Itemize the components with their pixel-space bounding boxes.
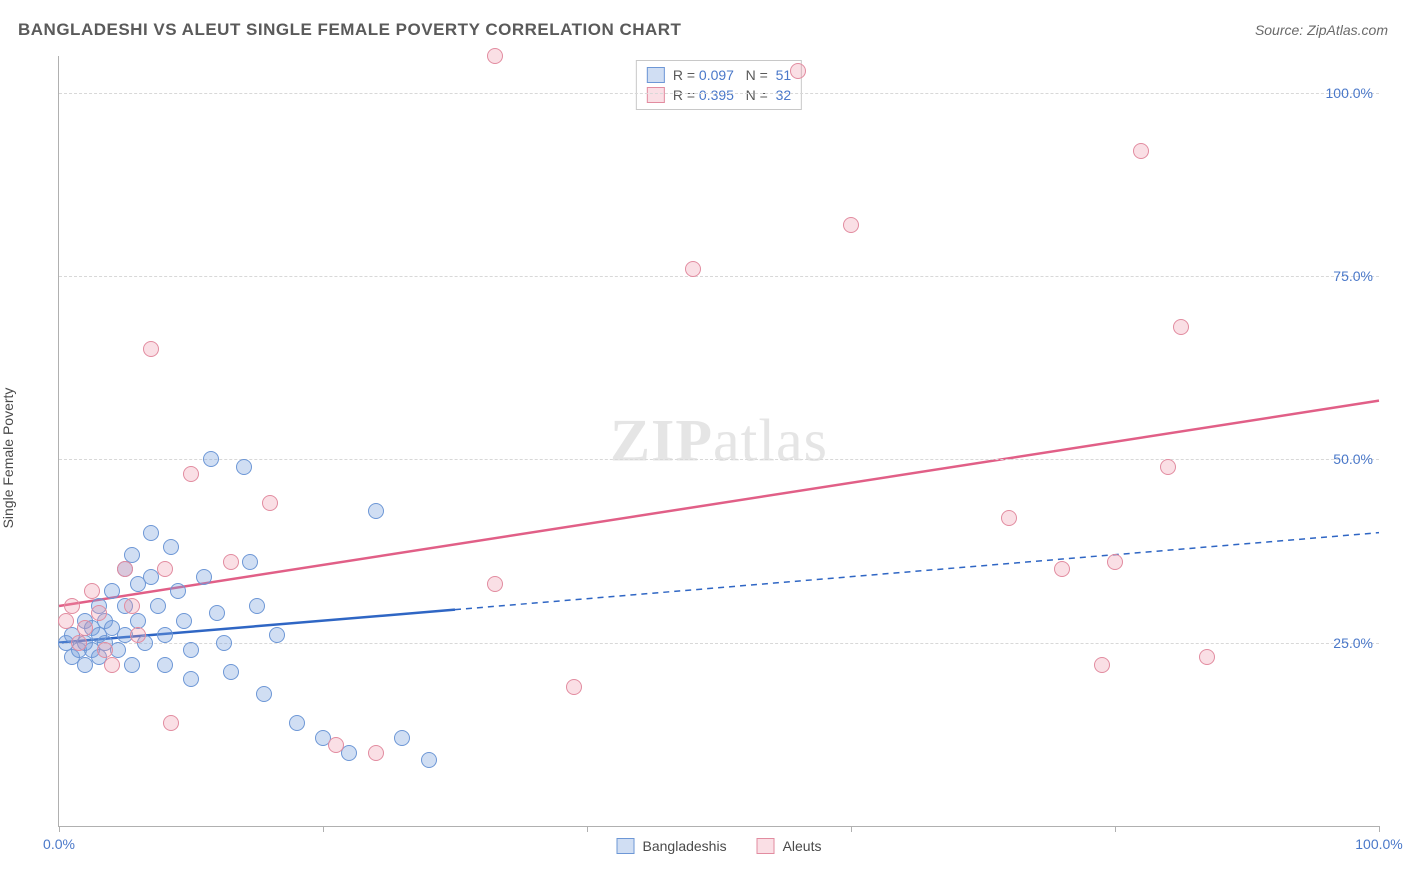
x-tick-label: 100.0% [1355, 836, 1402, 852]
scatter-point [143, 341, 159, 357]
scatter-point [183, 642, 199, 658]
legend-swatch [647, 87, 665, 103]
scatter-point [209, 605, 225, 621]
scatter-point [1160, 459, 1176, 475]
scatter-point [1001, 510, 1017, 526]
scatter-point [176, 613, 192, 629]
scatter-point [157, 657, 173, 673]
x-tick [59, 826, 60, 832]
scatter-point [143, 525, 159, 541]
scatter-point [685, 261, 701, 277]
scatter-point [289, 715, 305, 731]
scatter-point [843, 217, 859, 233]
scatter-point [71, 635, 87, 651]
scatter-point [1107, 554, 1123, 570]
legend-swatch [617, 838, 635, 854]
scatter-point [64, 598, 80, 614]
gridline [59, 276, 1379, 277]
gridline [59, 643, 1379, 644]
correlation-legend: R = 0.097 N = 51 R = 0.395 N = 32 [636, 60, 802, 110]
legend-item: Aleuts [757, 838, 822, 854]
gridline [59, 93, 1379, 94]
scatter-point [269, 627, 285, 643]
legend-stat: R = 0.395 N = 32 [673, 87, 791, 103]
scatter-point [77, 620, 93, 636]
x-tick-label: 0.0% [43, 836, 75, 852]
scatter-point [104, 657, 120, 673]
x-tick [587, 826, 588, 832]
scatter-point [196, 569, 212, 585]
legend-swatch [647, 67, 665, 83]
y-tick-label: 100.0% [1326, 85, 1373, 101]
scatter-point [183, 466, 199, 482]
scatter-point [1094, 657, 1110, 673]
scatter-point [163, 715, 179, 731]
scatter-point [117, 561, 133, 577]
chart-title: BANGLADESHI VS ALEUT SINGLE FEMALE POVER… [18, 20, 681, 40]
scatter-point [157, 561, 173, 577]
series-legend: Bangladeshis Aleuts [617, 838, 822, 854]
scatter-point [1054, 561, 1070, 577]
x-tick [851, 826, 852, 832]
y-tick-label: 75.0% [1333, 268, 1373, 284]
trend-lines [59, 56, 1379, 826]
chart-header: BANGLADESHI VS ALEUT SINGLE FEMALE POVER… [18, 20, 1388, 40]
scatter-point [91, 605, 107, 621]
scatter-point [130, 613, 146, 629]
scatter-point [1199, 649, 1215, 665]
scatter-point [1133, 143, 1149, 159]
scatter-point [183, 671, 199, 687]
chart-container: Single Female Poverty ZIPatlas R = 0.097… [18, 48, 1388, 868]
scatter-point [157, 627, 173, 643]
scatter-point [249, 598, 265, 614]
scatter-point [256, 686, 272, 702]
y-tick-label: 50.0% [1333, 451, 1373, 467]
y-axis-label: Single Female Poverty [0, 388, 16, 529]
scatter-point [84, 583, 100, 599]
scatter-point [130, 627, 146, 643]
legend-swatch [757, 838, 775, 854]
scatter-point [163, 539, 179, 555]
scatter-point [790, 63, 806, 79]
scatter-point [487, 48, 503, 64]
legend-label: Bangladeshis [643, 838, 727, 854]
legend-item: Bangladeshis [617, 838, 727, 854]
scatter-point [328, 737, 344, 753]
scatter-point [223, 664, 239, 680]
scatter-point [124, 657, 140, 673]
y-tick-label: 25.0% [1333, 635, 1373, 651]
scatter-point [368, 745, 384, 761]
scatter-point [394, 730, 410, 746]
scatter-point [242, 554, 258, 570]
plot-area: ZIPatlas R = 0.097 N = 51R = 0.395 N = 3… [58, 56, 1379, 827]
scatter-point [223, 554, 239, 570]
scatter-point [487, 576, 503, 592]
scatter-point [97, 642, 113, 658]
legend-stat: R = 0.097 N = 51 [673, 67, 791, 83]
scatter-point [203, 451, 219, 467]
scatter-point [150, 598, 166, 614]
scatter-point [236, 459, 252, 475]
chart-source: Source: ZipAtlas.com [1255, 22, 1388, 38]
x-tick [1379, 826, 1380, 832]
scatter-point [1173, 319, 1189, 335]
legend-label: Aleuts [783, 838, 822, 854]
legend-row: R = 0.395 N = 32 [647, 85, 791, 105]
scatter-point [262, 495, 278, 511]
scatter-point [124, 598, 140, 614]
scatter-point [104, 583, 120, 599]
gridline [59, 459, 1379, 460]
scatter-point [566, 679, 582, 695]
scatter-point [216, 635, 232, 651]
scatter-point [124, 547, 140, 563]
x-tick [323, 826, 324, 832]
legend-row: R = 0.097 N = 51 [647, 65, 791, 85]
scatter-point [58, 613, 74, 629]
x-tick [1115, 826, 1116, 832]
scatter-point [170, 583, 186, 599]
scatter-point [368, 503, 384, 519]
scatter-point [421, 752, 437, 768]
